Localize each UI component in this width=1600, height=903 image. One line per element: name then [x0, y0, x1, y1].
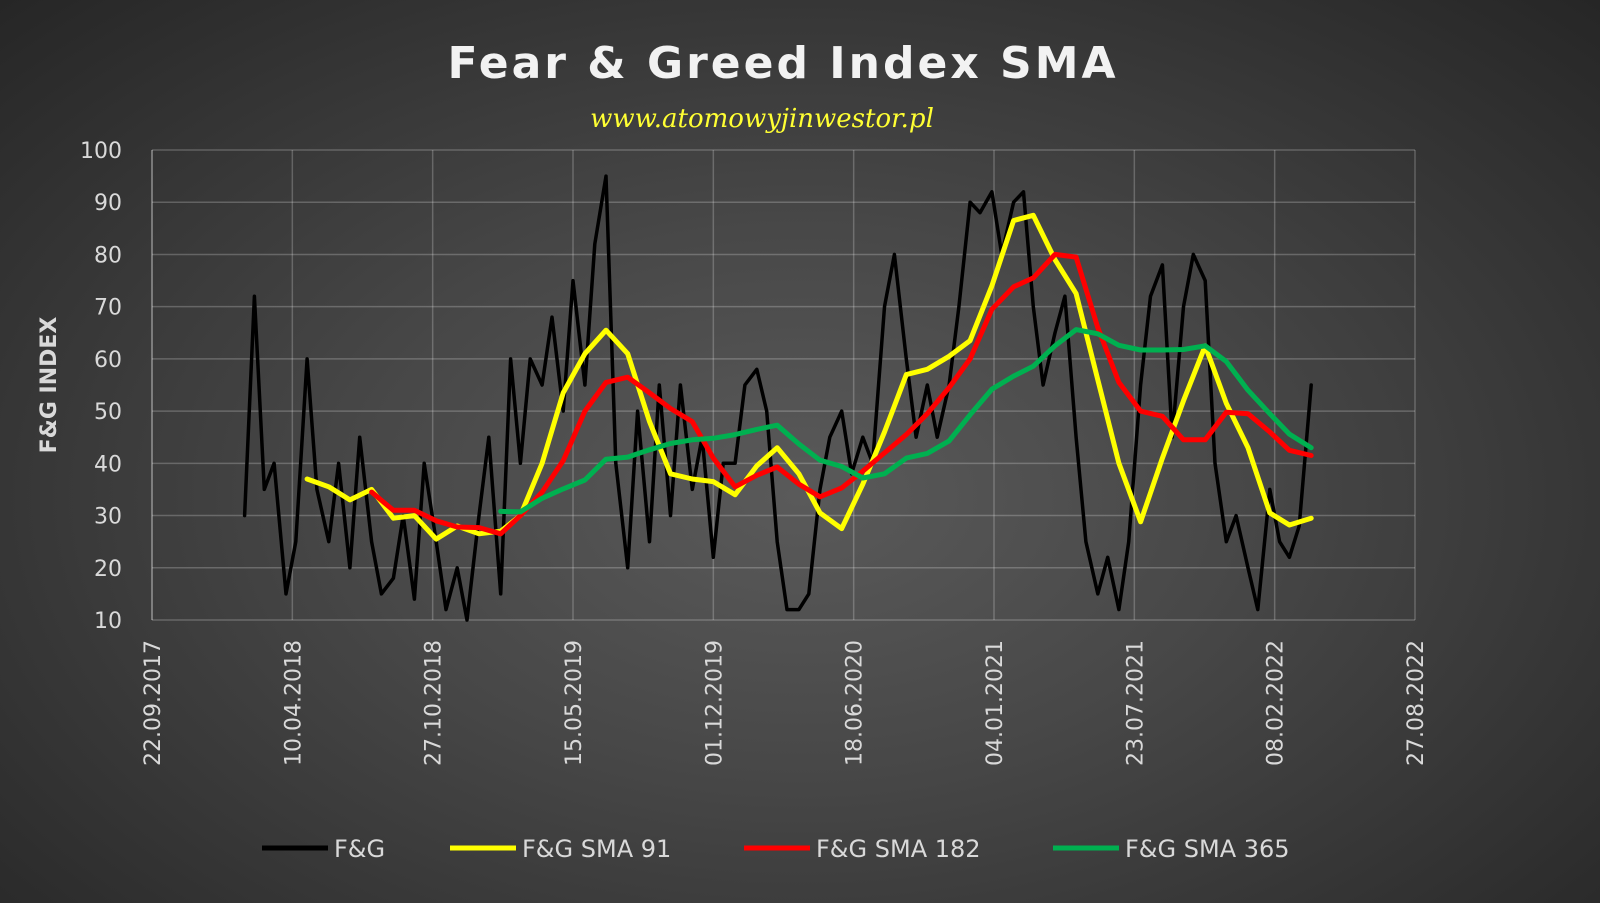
x-tick-label: 23.07.2021	[1123, 640, 1148, 766]
x-tick-label: 18.06.2020	[843, 640, 868, 766]
x-tick-labels: 22.09.2017 10.04.2018 27.10.2018 15.05.2019…	[141, 640, 1429, 766]
legend-item: F&G SMA 365	[1053, 835, 1290, 863]
y-tick-label: 100	[80, 139, 122, 164]
gridlines	[151, 149, 1416, 621]
y-tick-label: 40	[94, 452, 122, 477]
x-tick-label: 15.05.2019	[562, 640, 587, 766]
y-tick-label: 90	[94, 191, 122, 216]
legend-item: F&G SMA 91	[450, 835, 671, 863]
legend-label: F&G SMA 365	[1125, 835, 1290, 863]
legend: F&G F&G SMA 91 F&G SMA 182 F&G SMA 365	[262, 835, 1290, 863]
y-tick-label: 50	[94, 400, 122, 425]
series-lines	[242, 174, 1314, 622]
x-tick-label: 10.04.2018	[281, 640, 306, 766]
y-axis-label: F&G INDEX	[37, 317, 62, 454]
legend-label: F&G SMA 91	[522, 835, 671, 863]
y-tick-label: 30	[94, 505, 122, 530]
series-line-f-g-sma-365	[498, 327, 1314, 515]
y-tick-labels: 10 20 30 40 50 60 70 80 90 100	[80, 139, 122, 634]
y-tick-label: 60	[94, 348, 122, 373]
legend-item: F&G	[262, 835, 385, 863]
legend-item: F&G SMA 182	[744, 835, 981, 863]
legend-label: F&G SMA 182	[816, 835, 981, 863]
y-tick-label: 20	[94, 557, 122, 582]
y-tick-label: 80	[94, 243, 122, 268]
series-line-f-g	[242, 174, 1313, 622]
x-tick-label: 27.08.2022	[1404, 640, 1429, 766]
chart-subtitle: www.atomowyjinwestor.pl	[590, 104, 934, 134]
y-tick-label: 70	[94, 296, 122, 321]
legend-label: F&G	[334, 835, 385, 863]
chart-title: Fear & Greed Index SMA	[447, 38, 1118, 89]
y-tick-label: 10	[94, 609, 122, 634]
x-tick-label: 01.12.2019	[702, 640, 727, 766]
x-tick-label: 22.09.2017	[141, 640, 166, 766]
x-tick-label: 04.01.2021	[983, 640, 1008, 766]
x-tick-label: 08.02.2022	[1264, 640, 1289, 766]
x-tick-label: 27.10.2018	[422, 640, 447, 766]
